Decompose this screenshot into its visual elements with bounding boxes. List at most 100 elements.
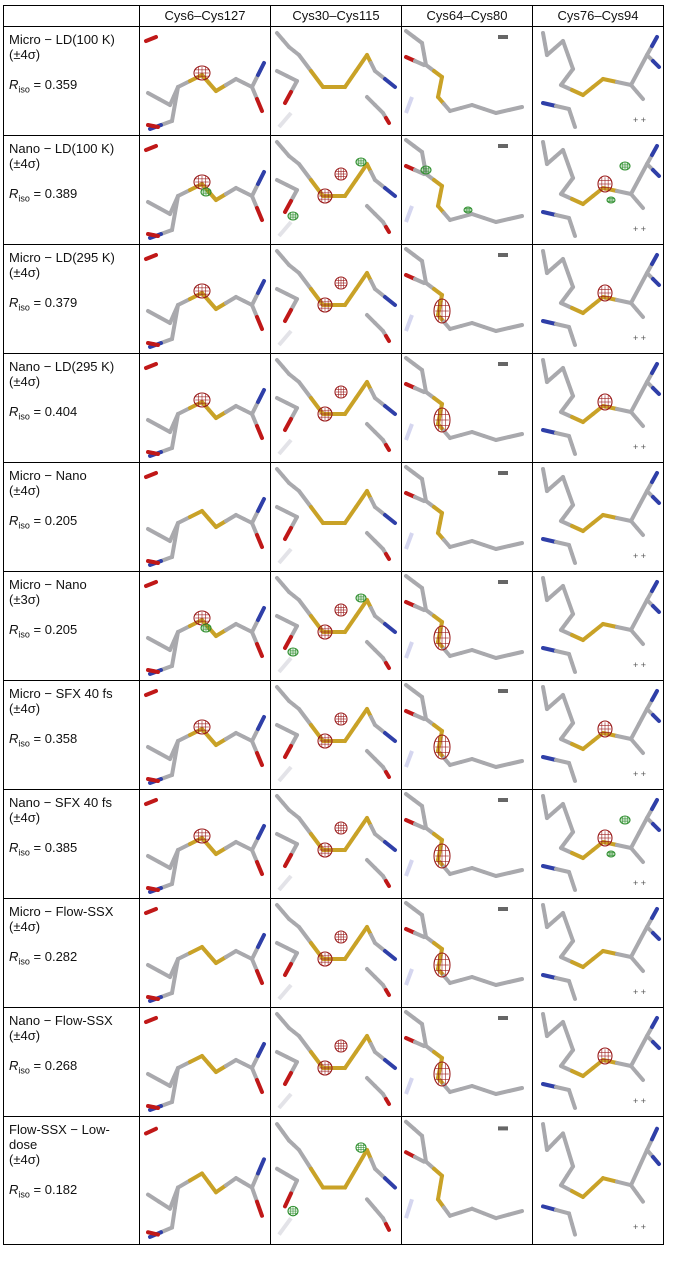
bond xyxy=(373,1050,387,1062)
bond xyxy=(482,107,498,115)
bond xyxy=(151,669,160,674)
stub xyxy=(144,362,158,370)
bond xyxy=(541,210,558,217)
disulfide-panel: + + xyxy=(532,898,664,1008)
bond xyxy=(494,1212,511,1221)
bond xyxy=(554,322,571,329)
bond xyxy=(615,516,633,523)
pos-density-mesh xyxy=(287,1205,299,1217)
bond xyxy=(581,85,595,97)
bond xyxy=(494,544,511,551)
atom-stub xyxy=(498,798,508,802)
neg-density-mesh xyxy=(597,829,613,847)
bond xyxy=(541,537,558,544)
bond xyxy=(383,186,397,198)
bond xyxy=(566,489,575,507)
bond xyxy=(309,832,325,852)
bond xyxy=(413,604,426,612)
bond xyxy=(173,739,180,760)
bond xyxy=(541,1082,558,1089)
structure-image xyxy=(275,140,397,238)
bond xyxy=(559,301,574,310)
bond xyxy=(383,949,397,961)
bond xyxy=(250,400,260,416)
plus-mark: + + xyxy=(633,987,646,997)
faint-bond xyxy=(277,874,293,892)
faint-bond xyxy=(277,1092,293,1110)
bond xyxy=(581,848,595,860)
bond xyxy=(250,848,259,864)
bond xyxy=(635,853,645,864)
disulfide-panel: + + xyxy=(532,135,664,245)
bond xyxy=(151,342,160,347)
bond xyxy=(470,975,486,983)
bond xyxy=(615,1179,633,1188)
pos-density-mesh xyxy=(619,161,631,171)
bond xyxy=(554,431,571,438)
bond xyxy=(176,842,192,852)
row-label-comparison: Nano − SFX 40 fs xyxy=(9,795,112,810)
bond xyxy=(146,963,161,973)
bond xyxy=(256,61,266,77)
bond xyxy=(637,53,649,72)
bond xyxy=(637,707,649,726)
disulfide-panel xyxy=(401,1007,533,1117)
bond xyxy=(629,395,641,414)
bond xyxy=(554,540,571,547)
plus-mark: + + xyxy=(633,660,646,670)
disulfide-panel: + + xyxy=(532,26,664,136)
bond xyxy=(146,91,161,101)
bond xyxy=(255,1078,264,1094)
bond xyxy=(173,1185,180,1210)
pos-density-mesh xyxy=(287,211,299,221)
bond xyxy=(554,867,571,874)
bond xyxy=(170,538,177,559)
bond xyxy=(650,580,659,593)
bond xyxy=(482,543,498,551)
bond xyxy=(255,751,264,767)
neg-density-mesh xyxy=(317,406,333,422)
bond xyxy=(650,1016,659,1029)
bond xyxy=(373,178,387,190)
bond xyxy=(373,1166,387,1181)
row-label-sigma: (±4σ) xyxy=(9,810,41,825)
bond xyxy=(559,519,574,528)
row-label-sigma: (±4σ) xyxy=(9,156,41,171)
bond xyxy=(413,1040,426,1048)
neg-density-mesh xyxy=(317,733,333,749)
bond xyxy=(384,334,391,343)
riso-value: Riso = 0.282 xyxy=(9,949,78,967)
bond xyxy=(482,1211,498,1221)
bond xyxy=(413,822,426,830)
neg-density-mesh xyxy=(193,392,211,408)
neg-density-mesh xyxy=(597,284,613,302)
bond xyxy=(561,693,570,711)
bond xyxy=(289,406,299,421)
row-label-sigma: (±4σ) xyxy=(9,1028,41,1043)
structure-image: + + xyxy=(541,31,661,129)
neg-density-mesh xyxy=(193,828,211,844)
bond xyxy=(615,952,633,959)
bond xyxy=(283,308,293,323)
row-label-comparison: Micro − SFX 40 fs xyxy=(9,686,113,701)
bond xyxy=(482,761,498,769)
bond xyxy=(559,83,574,92)
bond xyxy=(507,868,524,875)
bond xyxy=(650,1126,659,1142)
disulfide-panel xyxy=(401,571,533,681)
bond xyxy=(146,309,161,319)
bond xyxy=(601,622,619,629)
structure-image: + + xyxy=(541,1122,661,1237)
disulfide-panel: + + xyxy=(532,789,664,899)
bond xyxy=(635,962,645,973)
bond xyxy=(541,428,558,435)
bond xyxy=(176,188,192,198)
bond xyxy=(250,303,259,319)
bond xyxy=(289,951,299,966)
table-row: Nano − Flow-SSX (±4σ) Riso = 0.268 + + xyxy=(3,1007,664,1117)
bond xyxy=(470,1206,486,1216)
table-row: Micro − LD(295 K) (±4σ) Riso = 0.379 + + xyxy=(3,244,664,354)
bond xyxy=(146,854,161,864)
structure-image xyxy=(404,901,524,987)
plus-mark: + + xyxy=(633,769,646,779)
